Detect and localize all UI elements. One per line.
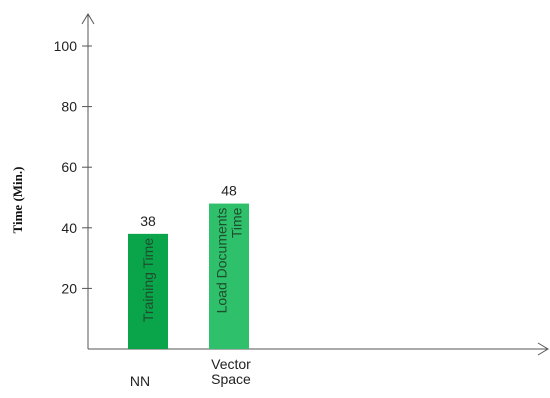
bar: [209, 203, 249, 349]
data-label: 48: [221, 183, 237, 199]
y-axis: 20 40 60 80 100: [54, 13, 95, 349]
y-tick-label: 80: [61, 99, 77, 115]
y-axis-label: Time (Min.): [10, 167, 25, 234]
bar-inner-label: Training Time: [140, 238, 156, 323]
bar: [128, 233, 168, 349]
x-category-label: Space: [211, 371, 251, 387]
y-tick-label: 20: [61, 280, 77, 296]
x-category-label: NN: [130, 373, 150, 389]
x-category-label: Vector: [211, 356, 251, 372]
y-tick-label: 40: [61, 220, 77, 236]
y-axis-arrow: [81, 13, 95, 25]
bar-inner-label: Load Documents: [214, 208, 230, 314]
bars: 38 Training Time 48 Load Documents Time: [128, 183, 249, 349]
x-axis-arrow: [537, 342, 549, 356]
bar-label-group: Training Time: [140, 238, 156, 323]
y-tick-label: 100: [54, 38, 78, 54]
bar-label-group: Load Documents Time: [214, 207, 245, 313]
bar-inner-label: Time: [229, 207, 245, 238]
data-label: 38: [140, 213, 156, 229]
y-tick-label: 60: [61, 159, 77, 175]
